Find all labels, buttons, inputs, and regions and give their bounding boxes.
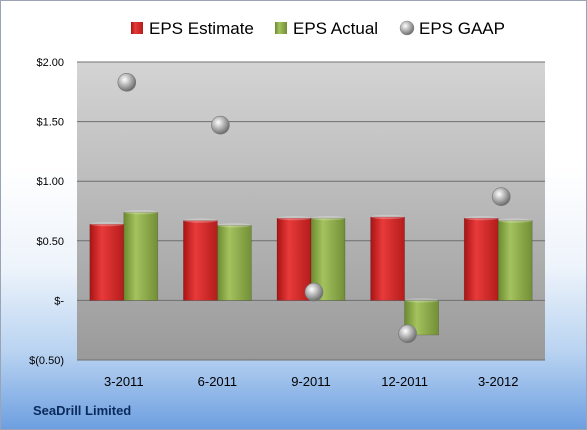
bar-eps-estimate xyxy=(183,218,218,301)
bar-eps-actual xyxy=(123,209,159,301)
gaap-point xyxy=(117,72,137,92)
bar-eps-actual xyxy=(404,298,439,336)
bar-body xyxy=(217,225,252,301)
legend-label: EPS Estimate xyxy=(149,19,254,38)
bar-eps-estimate xyxy=(463,215,499,301)
bar-cap xyxy=(498,218,533,223)
bar-body xyxy=(404,300,439,336)
bar-cap xyxy=(404,298,439,303)
company-name: SeaDrill Limited xyxy=(33,403,132,418)
bar-cap xyxy=(183,218,218,223)
bar-body xyxy=(497,220,533,301)
x-category-label: 6-2011 xyxy=(198,374,238,389)
bar-cap xyxy=(370,214,405,220)
gaap-point xyxy=(211,115,230,135)
bar-body xyxy=(183,220,218,301)
gaap-point xyxy=(491,187,511,206)
legend-swatch xyxy=(275,22,287,34)
x-category-label: 9-2011 xyxy=(291,374,331,389)
bar-body xyxy=(123,211,159,301)
y-tick-label: $0.50 xyxy=(36,236,64,248)
legend-swatch xyxy=(399,20,415,36)
y-tick-label: $(0.50) xyxy=(29,355,64,367)
y-axis-ticks: $2.00 $1.50 $1.00 $0.50 $- $(0.50) xyxy=(29,57,64,367)
x-category-label: 3-2012 xyxy=(478,374,518,389)
bar-cap xyxy=(123,209,158,215)
x-category-label: 12-2011 xyxy=(381,374,428,389)
legend-label: EPS Actual xyxy=(293,19,378,38)
legend-label: EPS GAAP xyxy=(419,19,505,38)
gaap-point xyxy=(304,282,324,302)
gaap-point xyxy=(398,324,417,344)
plot-area xyxy=(77,62,545,360)
legend: EPS Estimate EPS Actual EPS GAAP xyxy=(131,19,505,38)
y-tick-label: $1.50 xyxy=(36,117,64,129)
gaap-points xyxy=(117,72,511,344)
y-tick-label: $- xyxy=(54,295,64,307)
y-tick-label: $1.00 xyxy=(36,176,64,188)
bar-eps-estimate xyxy=(370,214,405,301)
bar-eps-actual xyxy=(497,218,533,301)
x-category-label: 3-2011 xyxy=(104,374,144,389)
bar-body xyxy=(370,216,405,301)
bar-cap xyxy=(89,221,124,227)
bar-cap xyxy=(277,215,311,221)
bars xyxy=(89,209,533,336)
bar-cap xyxy=(311,215,345,221)
bar-body xyxy=(89,223,125,301)
bar-body xyxy=(463,217,499,301)
bar-eps-estimate xyxy=(89,221,125,301)
y-tick-label: $2.00 xyxy=(36,57,64,69)
bar-eps-actual xyxy=(217,223,252,301)
legend-swatch xyxy=(131,22,143,34)
x-axis-categories: 3-2011 6-2011 9-2011 12-2011 3-2012 xyxy=(104,374,518,389)
bar-cap xyxy=(464,215,499,221)
bar-cap xyxy=(217,223,252,228)
